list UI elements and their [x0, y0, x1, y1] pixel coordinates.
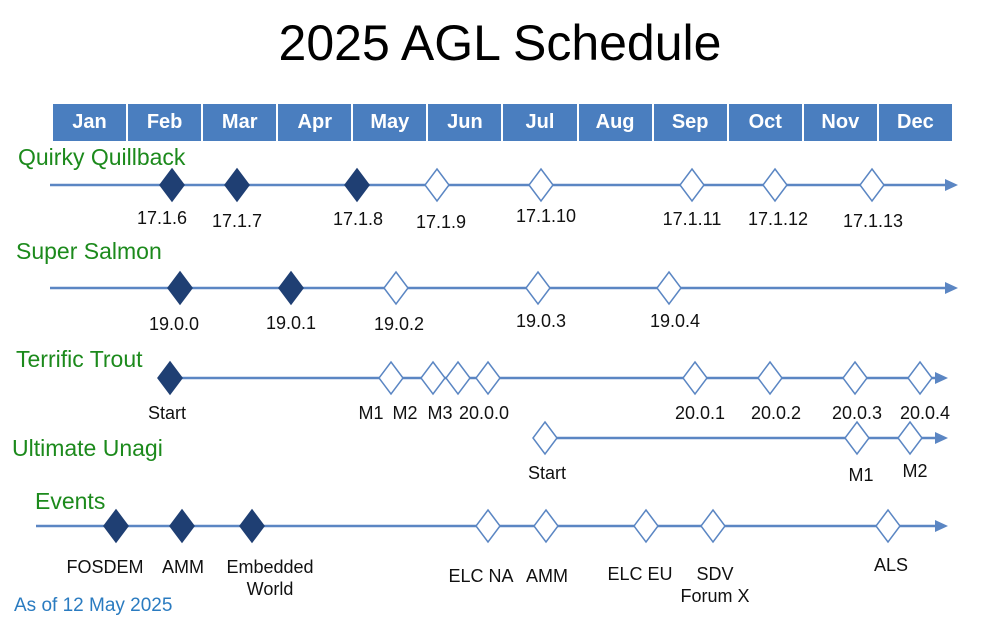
milestone-diamond-open	[682, 360, 708, 396]
milestone-label: 19.0.2	[373, 314, 425, 334]
milestone-diamond-open	[525, 270, 551, 306]
milestone-diamond-open	[533, 508, 559, 544]
timeline-arrowhead	[945, 179, 958, 191]
milestone-label: 20.0.3	[831, 403, 883, 423]
milestone-diamond-open	[859, 167, 885, 203]
milestone-label: M3	[427, 403, 453, 423]
track-label-super-salmon: Super Salmon	[16, 238, 162, 264]
as-of-date: As of 12 May 2025	[14, 595, 173, 616]
milestone-label: ELC EU	[607, 564, 673, 584]
milestone-diamond-open	[528, 167, 554, 203]
milestone-label: 19.0.3	[515, 311, 567, 331]
page-title: 2025 AGL Schedule	[278, 15, 722, 71]
milestone-label: Embedded World	[226, 557, 314, 599]
milestone-label: 17.1.11	[662, 209, 722, 229]
milestone-diamond-filled	[344, 167, 370, 203]
milestone-diamond-filled	[159, 167, 185, 203]
milestone-label: AMM	[162, 557, 204, 577]
milestone-diamond-open	[633, 508, 659, 544]
milestone-label: FOSDEM	[66, 557, 144, 577]
month-oct: Oct	[728, 104, 804, 141]
month-header-bar: Jan Feb Mar Apr May Jun Jul Aug Sep Oct …	[53, 104, 952, 141]
milestone-label: ELC NA	[448, 566, 514, 586]
milestone-label: M2	[902, 461, 928, 481]
timeline-arrowhead	[935, 520, 948, 532]
track-label-ultimate-unagi: Ultimate Unagi	[12, 435, 163, 461]
month-nov: Nov	[803, 104, 879, 141]
milestone-diamond-filled	[239, 508, 265, 544]
milestone-label: M1	[358, 403, 384, 423]
month-jan: Jan	[53, 104, 129, 141]
milestone-label: 19.0.0	[148, 314, 200, 334]
milestone-label: 17.1.7	[211, 211, 263, 231]
milestone-diamond-open	[897, 420, 923, 456]
milestone-label: 20.0.4	[899, 403, 951, 423]
milestone-diamond-open	[842, 360, 868, 396]
milestone-label: 19.0.1	[265, 313, 317, 333]
milestone-label: 17.1.13	[842, 211, 904, 231]
track-label-quirky-quillback: Quirky Quillback	[18, 144, 186, 170]
track-label-terrific-trout: Terrific Trout	[16, 346, 143, 372]
milestone-diamond-open	[907, 360, 933, 396]
month-sep: Sep	[653, 104, 729, 141]
milestone-diamond-filled	[167, 270, 193, 306]
milestone-label: SDV Forum X	[680, 564, 750, 606]
month-feb: Feb	[128, 104, 204, 141]
milestone-diamond-open	[378, 360, 404, 396]
milestone-label: 17.1.8	[332, 209, 384, 229]
milestone-label: AMM	[526, 566, 568, 586]
milestone-diamond-open	[532, 420, 558, 456]
milestone-diamond-open	[700, 508, 726, 544]
milestone-diamond-filled	[157, 360, 183, 396]
milestone-diamond-open	[475, 360, 501, 396]
milestone-label: 19.0.4	[649, 311, 701, 331]
month-jul: Jul	[503, 104, 579, 141]
milestone-diamond-filled	[224, 167, 250, 203]
month-jun: Jun	[428, 104, 504, 141]
milestone-label: M2	[392, 403, 418, 423]
milestone-label: 17.1.12	[747, 209, 809, 229]
milestone-diamond-open	[757, 360, 783, 396]
milestone-diamond-filled	[103, 508, 129, 544]
milestone-diamond-open	[679, 167, 705, 203]
milestone-diamond-open	[656, 270, 682, 306]
month-may: May	[353, 104, 429, 141]
milestone-diamond-open	[475, 508, 501, 544]
milestone-label: M1	[848, 465, 874, 485]
milestone-label: 20.0.2	[750, 403, 802, 423]
month-dec: Dec	[878, 104, 952, 141]
milestone-diamond-open	[445, 360, 471, 396]
milestone-label: 17.1.9	[415, 212, 467, 232]
milestone-label: 17.1.6	[136, 208, 188, 228]
timeline-arrowhead	[945, 282, 958, 294]
month-mar: Mar	[203, 104, 279, 141]
milestone-diamond-open	[762, 167, 788, 203]
timeline-arrowhead	[935, 372, 948, 384]
milestone-diamond-filled	[278, 270, 304, 306]
milestone-label: Start	[527, 463, 567, 483]
milestone-diamond-open	[844, 420, 870, 456]
milestone-label: 20.0.0	[458, 403, 510, 423]
milestone-diamond-open	[424, 167, 450, 203]
month-apr: Apr	[278, 104, 354, 141]
milestone-label: 20.0.1	[674, 403, 726, 423]
milestone-diamond-open	[383, 270, 409, 306]
milestone-diamond-filled	[169, 508, 195, 544]
milestone-label: Start	[147, 403, 187, 423]
milestone-diamond-open	[875, 508, 901, 544]
month-aug: Aug	[578, 104, 654, 141]
milestone-label: ALS	[873, 555, 909, 575]
milestone-label: 17.1.10	[515, 206, 577, 226]
timeline-arrowhead	[935, 432, 948, 444]
milestone-diamond-open	[420, 360, 446, 396]
track-label-events: Events	[35, 488, 106, 514]
